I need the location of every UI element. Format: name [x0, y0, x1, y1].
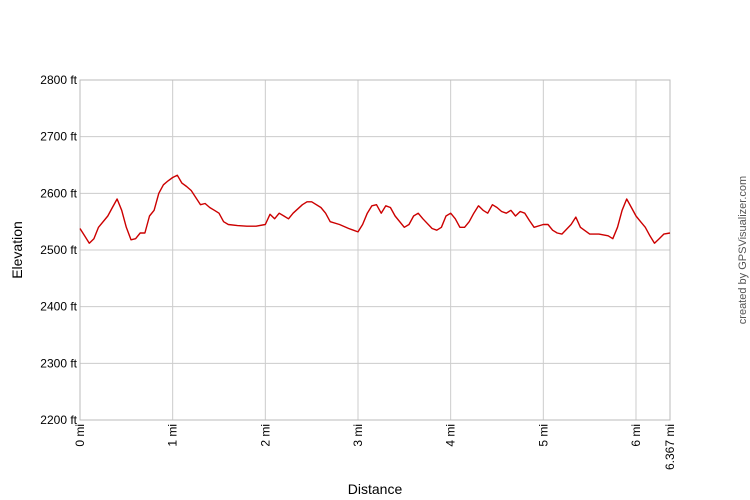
y-tick-label: 2500 ft — [40, 243, 77, 257]
x-tick-label: 3 mi — [351, 424, 365, 447]
y-tick-label: 2200 ft — [40, 413, 77, 427]
grid-lines — [79, 79, 671, 421]
y-axis-title: Elevation — [9, 221, 25, 279]
x-tick-label: 2 mi — [258, 424, 272, 447]
x-axis-title: Distance — [348, 481, 403, 497]
y-tick-label: 2600 ft — [40, 186, 77, 200]
y-tick-label: 2400 ft — [40, 300, 77, 314]
y-tick-label: 2300 ft — [40, 356, 77, 370]
y-tick-label: 2800 ft — [40, 73, 77, 87]
y-tick-label: 2700 ft — [40, 130, 77, 144]
x-tick-label: 5 mi — [536, 424, 550, 447]
plot-frame — [79, 79, 671, 421]
y-axis-ticks: 2200 ft 2300 ft 2400 ft 2500 ft 2600 ft 2700 … — [40, 73, 77, 427]
x-tick-label: 6 mi — [629, 424, 643, 447]
x-tick-label: 6.367 mi — [663, 424, 677, 470]
credit-text: created by GPSVisualizer.com — [737, 176, 749, 324]
x-tick-label: 4 mi — [444, 424, 458, 447]
x-tick-label: 1 mi — [166, 424, 180, 447]
elevation-line — [79, 174, 671, 244]
x-tick-label: 0 mi — [73, 424, 87, 447]
x-axis-ticks: 0 mi 1 mi 2 mi 3 mi 4 mi 5 mi 6 mi 6.367 mi — [73, 424, 677, 470]
